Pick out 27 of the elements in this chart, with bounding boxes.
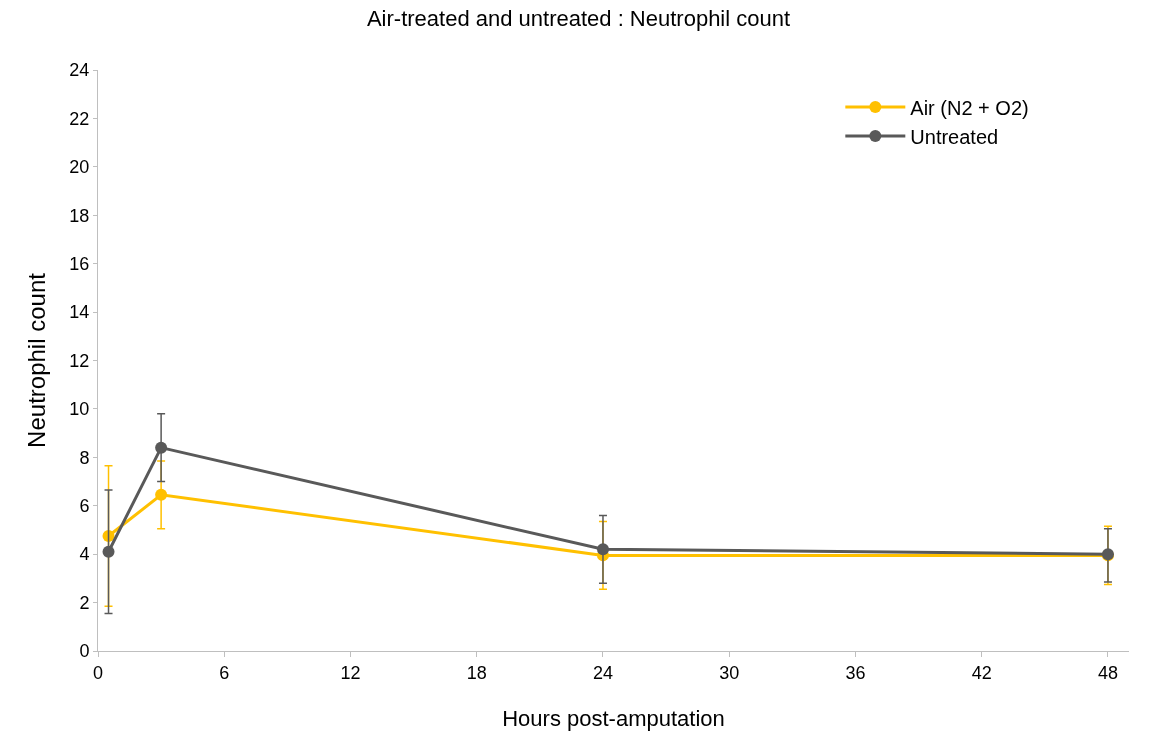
x-tick-label: 42 — [971, 662, 992, 683]
x-tick-label: 18 — [466, 662, 487, 683]
x-tick-label: 6 — [219, 662, 230, 683]
chart-title: Air-treated and untreated : Neutrophil count — [366, 6, 791, 32]
x-tick-label: 30 — [719, 662, 740, 683]
y-tick-label: 4 — [79, 544, 90, 565]
legend-label: Air (N2 + O2) — [910, 96, 1029, 119]
y-tick-label: 14 — [69, 302, 90, 323]
y-tick-label: 0 — [79, 641, 90, 662]
x-tick-label: 24 — [592, 662, 613, 683]
y-tick-label: 20 — [69, 157, 90, 178]
y-tick-label: 10 — [69, 399, 90, 420]
y-tick-label: 8 — [79, 447, 90, 468]
y-tick-label: 2 — [79, 592, 90, 613]
y-axis-title: Neutrophil count — [23, 272, 51, 448]
x-tick-label: 0 — [92, 662, 104, 683]
y-tick-label: 6 — [79, 496, 90, 517]
y-tick-label: 18 — [69, 205, 90, 226]
y-tick-label: 24 — [69, 60, 90, 81]
y-tick-label: 16 — [69, 253, 90, 274]
x-tick-label: 48 — [1097, 662, 1118, 683]
x-tick-label: 12 — [340, 662, 361, 683]
y-tick-label: 22 — [69, 108, 90, 129]
x-axis-title: Hours post-amputation — [502, 706, 725, 731]
x-tick-label: 36 — [845, 662, 866, 683]
legend-label: Untreated — [910, 125, 999, 148]
y-tick-label: 12 — [69, 350, 90, 371]
